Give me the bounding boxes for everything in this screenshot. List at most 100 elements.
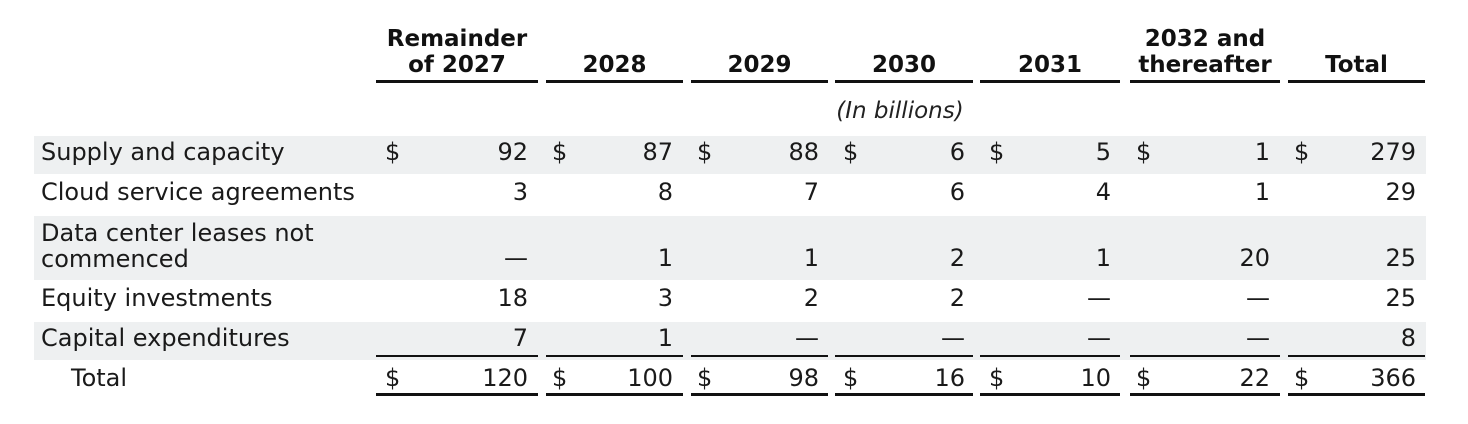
row-label-line: Equity investments — [41, 284, 273, 312]
total-rule — [376, 393, 538, 396]
total-value: 100 — [627, 364, 673, 392]
total-value: 10 — [1080, 364, 1111, 392]
column-header: 2030 — [835, 52, 973, 78]
total-rule — [546, 393, 683, 396]
cell-value: 25 — [1385, 244, 1416, 272]
row-label: Capital expenditures — [41, 325, 290, 351]
cell-value: 2 — [949, 284, 965, 312]
cell-value: 279 — [1370, 138, 1416, 166]
total-rule — [980, 393, 1120, 396]
currency-symbol: $ — [1136, 138, 1152, 166]
units-label: (In billions) — [836, 98, 964, 124]
cell-value: — — [941, 324, 965, 352]
cell-value: 2 — [949, 244, 965, 272]
row-shading — [34, 136, 1426, 174]
header-rule — [376, 80, 538, 83]
column-header-line: 2030 — [871, 52, 936, 78]
total-rule — [835, 393, 973, 396]
header-rule — [1288, 80, 1425, 83]
subtotal-rule — [1288, 355, 1425, 357]
cell-value: 8 — [1400, 324, 1416, 352]
column-header-line: 2032 and — [1144, 26, 1266, 52]
cell-value: 1 — [1254, 138, 1270, 166]
header-rule — [980, 80, 1120, 83]
cell-value: — — [1246, 324, 1270, 352]
total-value: 98 — [788, 364, 819, 392]
cell-value: 1 — [1254, 178, 1270, 206]
currency-symbol: $ — [552, 138, 568, 166]
total-value: 16 — [934, 364, 965, 392]
column-header-line: 2029 — [727, 52, 792, 78]
total-rule — [1130, 393, 1280, 396]
row-label: Cloud service agreements — [41, 179, 355, 205]
header-rule — [691, 80, 828, 83]
header-rule — [835, 80, 973, 83]
cell-value: 3 — [512, 178, 528, 206]
currency-symbol: $ — [989, 364, 1005, 392]
cell-value: 25 — [1385, 284, 1416, 312]
cell-value: — — [795, 324, 819, 352]
column-header: 2032 and thereafter — [1130, 26, 1280, 78]
cell-value: 2 — [803, 284, 819, 312]
row-label-line: Data center leases not — [41, 219, 314, 247]
total-rule — [1288, 393, 1425, 396]
column-header: 2029 — [691, 52, 828, 78]
row-label-line: Capital expenditures — [41, 324, 290, 352]
cell-value: 6 — [949, 138, 965, 166]
currency-symbol: $ — [843, 364, 859, 392]
subtotal-rule — [691, 355, 828, 357]
column-header: Total — [1288, 52, 1425, 78]
header-rule — [1130, 80, 1280, 83]
cell-value: 1 — [1095, 244, 1111, 272]
subtotal-rule — [980, 355, 1120, 357]
cell-value: 6 — [949, 178, 965, 206]
cell-value: 7 — [803, 178, 819, 206]
cell-value: 1 — [657, 324, 673, 352]
cell-value: 5 — [1095, 138, 1111, 166]
currency-symbol: $ — [385, 364, 401, 392]
currency-symbol: $ — [697, 364, 713, 392]
cell-value: 20 — [1239, 244, 1270, 272]
cell-value: 88 — [788, 138, 819, 166]
subtotal-rule — [546, 355, 683, 357]
subtotal-rule — [1130, 355, 1280, 357]
currency-symbol: $ — [1294, 138, 1310, 166]
header-rule — [546, 80, 683, 83]
cell-value: 8 — [657, 178, 673, 206]
column-header-line: thereafter — [1138, 52, 1272, 78]
subtotal-rule — [835, 355, 973, 357]
cell-value: 1 — [657, 244, 673, 272]
row-label: Equity investments — [41, 285, 273, 311]
cell-value: 3 — [657, 284, 673, 312]
subtotal-rule — [376, 355, 538, 357]
row-shading — [34, 322, 1426, 360]
cell-value: — — [504, 244, 528, 272]
row-label: Supply and capacity — [41, 139, 285, 165]
currency-symbol: $ — [843, 138, 859, 166]
column-header-line: 2028 — [582, 52, 647, 78]
cell-value: 87 — [642, 138, 673, 166]
row-shading — [34, 216, 1426, 280]
currency-symbol: $ — [385, 138, 401, 166]
cell-value: 7 — [512, 324, 528, 352]
currency-symbol: $ — [1294, 364, 1310, 392]
row-label-line: Cloud service agreements — [41, 178, 355, 206]
currency-symbol: $ — [697, 138, 713, 166]
total-value: 366 — [1370, 364, 1416, 392]
total-rule — [691, 393, 828, 396]
cell-value: 4 — [1095, 178, 1111, 206]
total-value: 22 — [1239, 364, 1270, 392]
cell-value: 29 — [1385, 178, 1416, 206]
total-value: 120 — [482, 364, 528, 392]
cell-value: — — [1246, 284, 1270, 312]
column-header-line: Total — [1325, 52, 1388, 78]
cell-value: 92 — [497, 138, 528, 166]
row-label: Data center leases not commenced — [41, 220, 314, 272]
column-header: 2028 — [546, 52, 683, 78]
cell-value: 18 — [497, 284, 528, 312]
column-header-line: Remainder — [386, 26, 528, 52]
column-header: Remainder of 2027 — [376, 26, 538, 78]
row-label-line: Supply and capacity — [41, 138, 285, 166]
total-label: Total — [71, 364, 128, 392]
currency-symbol: $ — [552, 364, 568, 392]
